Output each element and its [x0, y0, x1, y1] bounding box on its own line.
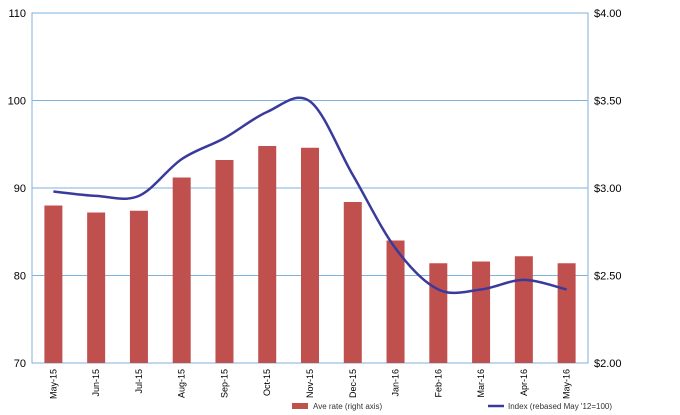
left-axis: 70 80 90 100 110	[8, 8, 26, 370]
left-tick-label: 90	[14, 183, 26, 195]
bar	[429, 263, 448, 363]
x-tick-label: Feb-16	[433, 369, 443, 398]
x-tick-label: Oct-15	[262, 369, 272, 396]
legend-line-label: Index (rebased May '12=100)	[508, 402, 612, 411]
bar	[472, 261, 491, 363]
legend-bar-swatch	[292, 403, 308, 409]
bar	[258, 146, 277, 363]
x-tick-label: Mar-16	[476, 369, 486, 398]
legend: Ave rate (right axis) Index (rebased May…	[292, 402, 612, 411]
bar	[129, 210, 148, 363]
x-tick-label: Jan-16	[391, 369, 401, 397]
x-tick-label: Apr-16	[519, 369, 529, 396]
bars	[44, 146, 576, 363]
x-tick-label: May-16	[562, 369, 572, 399]
bar	[386, 240, 405, 363]
right-tick-label: $3.50	[594, 96, 622, 108]
right-tick-label: $4.00	[594, 8, 622, 20]
index-line	[53, 96, 567, 295]
right-tick-label: $2.00	[594, 358, 622, 370]
legend-bar-label: Ave rate (right axis)	[313, 402, 383, 411]
x-axis: May-15 Jun-15 Jul-15 Aug-15 Sep-15 Oct-15 Nov-…	[48, 369, 571, 399]
bar	[172, 177, 191, 363]
left-tick-label: 110	[8, 8, 26, 20]
bar	[44, 205, 63, 363]
right-tick-label: $2.50	[594, 271, 622, 283]
bar	[343, 202, 362, 363]
bar	[215, 160, 234, 363]
left-tick-label: 100	[8, 96, 26, 108]
bar	[87, 212, 106, 363]
x-tick-label: Dec-15	[348, 369, 358, 398]
bar	[557, 263, 576, 363]
x-tick-label: Aug-15	[177, 369, 187, 398]
x-tick-label: Nov-15	[305, 369, 315, 398]
x-tick-label: May-15	[48, 369, 58, 399]
bar	[301, 147, 319, 363]
x-tick-label: Sep-15	[219, 369, 229, 398]
x-tick-label: Jul-15	[134, 369, 144, 394]
right-axis: $2.00 $2.50 $3.00 $3.50 $4.00	[594, 8, 622, 370]
left-tick-label: 80	[14, 271, 26, 283]
x-tick-label: Jun-15	[91, 369, 101, 397]
left-tick-label: 70	[14, 358, 26, 370]
bar	[514, 256, 533, 363]
right-tick-label: $3.00	[594, 183, 622, 195]
